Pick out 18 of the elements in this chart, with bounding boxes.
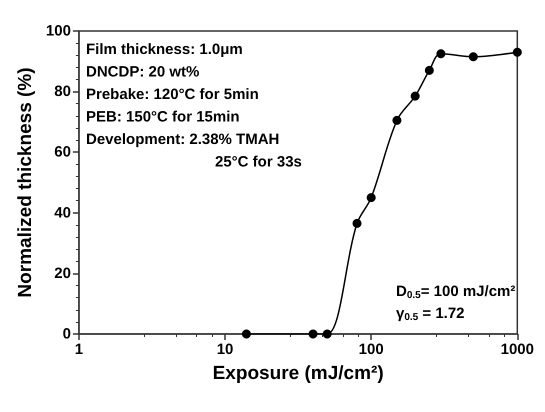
y-tick-label: 100 xyxy=(46,22,71,40)
x-tick-label: 1000 xyxy=(500,341,534,358)
annotation: DNCDP: 20 wt% xyxy=(86,64,200,80)
annotation: Film thickness: 1.0μm xyxy=(86,41,243,58)
annotation: PEB: 150°C for 15min xyxy=(86,108,240,126)
x-tick-label: 10 xyxy=(216,341,234,358)
annotation: 25°C for 33s xyxy=(215,154,302,170)
annotation: Prebake: 120°C for 5min xyxy=(86,86,259,103)
y-tick-label: 0 xyxy=(62,326,71,342)
y-tick-label: 20 xyxy=(54,264,71,282)
y-tick-label: 40 xyxy=(54,204,71,222)
x-tick-label: 100 xyxy=(358,341,384,358)
y-axis-title: Normalized thickness (%) xyxy=(15,67,36,298)
y-tick-label: 60 xyxy=(54,144,71,161)
y-tick-label: 80 xyxy=(54,83,71,100)
x-axis-title: Exposure (mJ/cm²) xyxy=(212,363,384,384)
annotation: Development: 2.38% TMAH xyxy=(86,131,280,148)
x-tick-label: 1 xyxy=(74,341,84,358)
